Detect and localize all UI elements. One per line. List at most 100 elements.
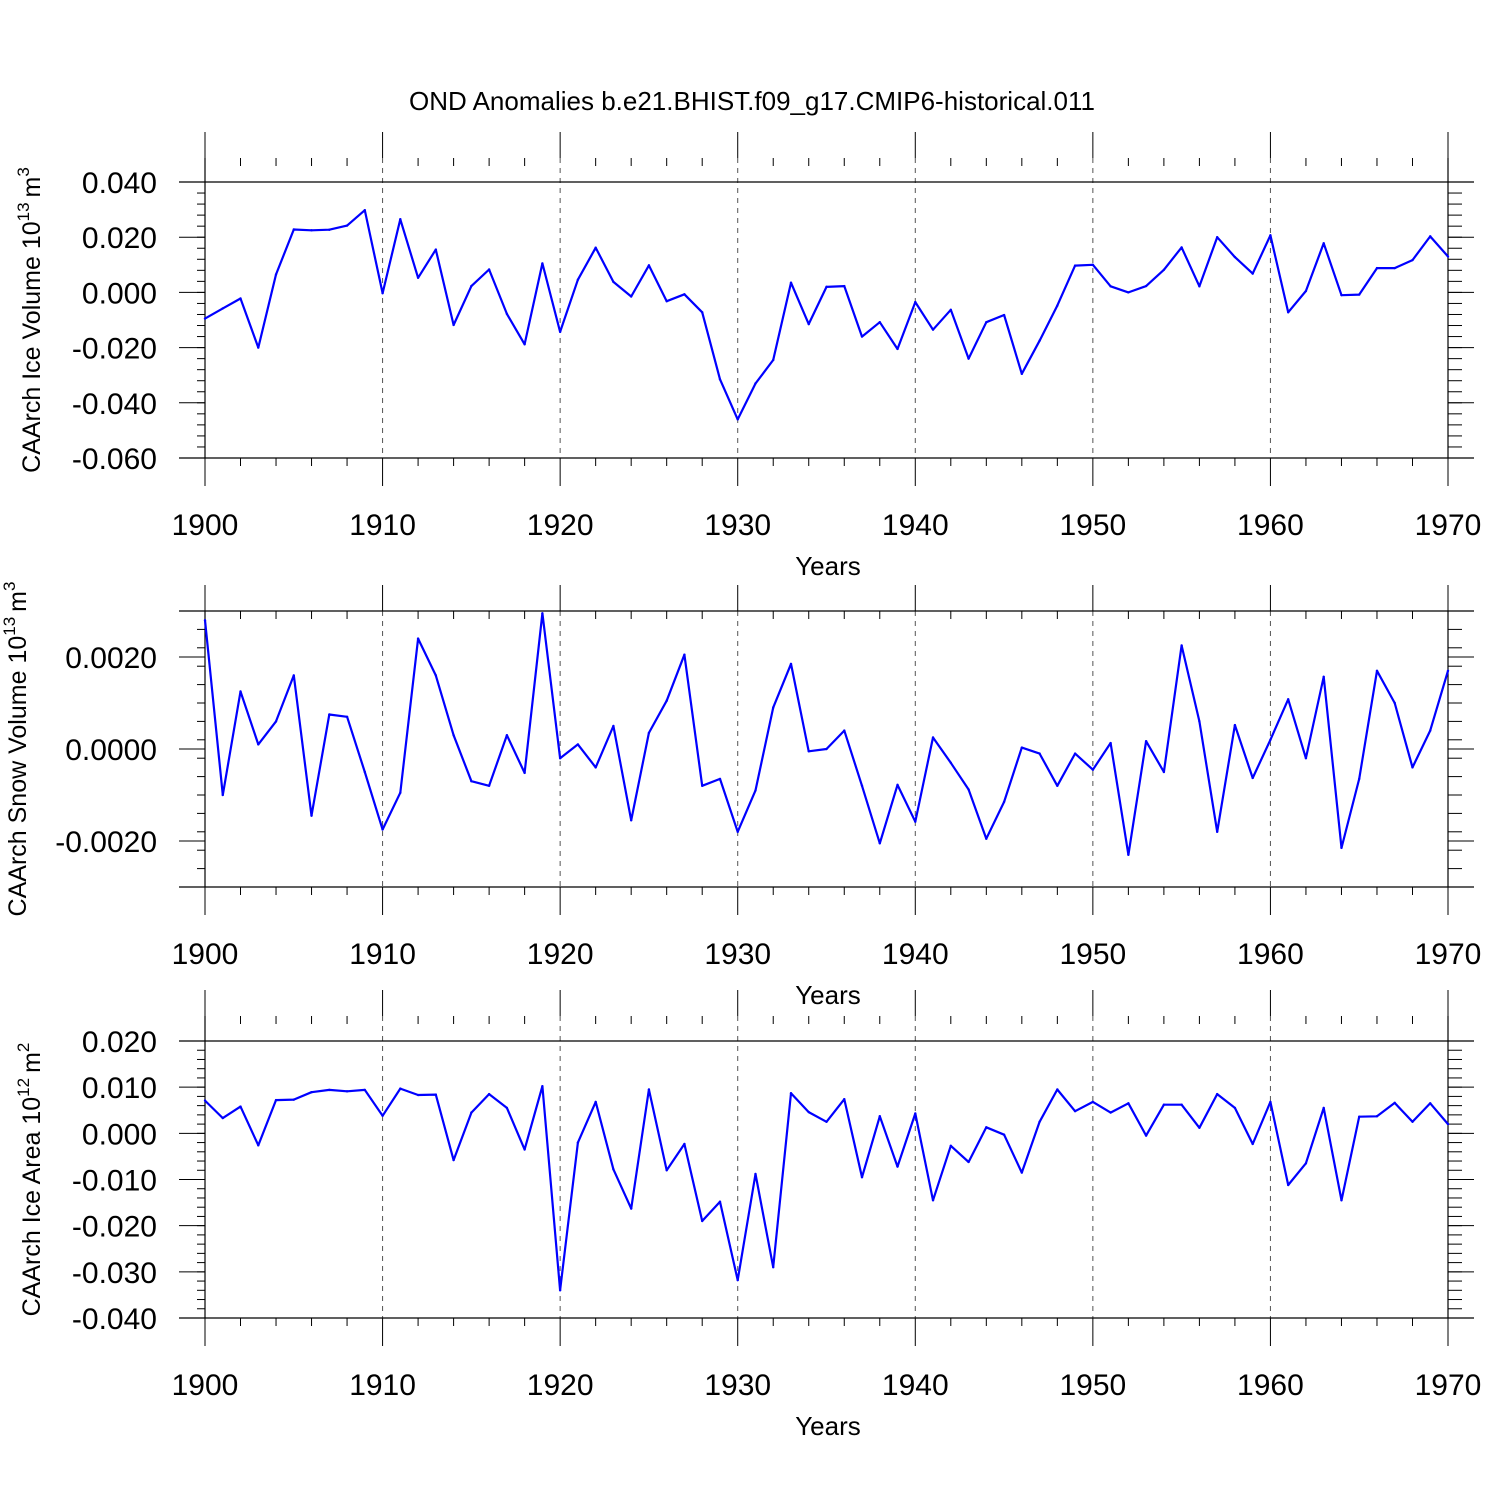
data-point [914,1112,917,1115]
data-point [1446,1122,1450,1126]
data-point [1340,846,1343,850]
data-point [718,1200,722,1203]
data-point [452,323,455,327]
data-point [328,713,331,716]
data-point [1038,1120,1041,1123]
data-point [381,1114,384,1117]
x-tick-label: 1940 [882,509,949,542]
data-point [292,1098,295,1101]
x-tick-label: 1970 [1415,509,1482,542]
x-tick-label: 1910 [349,509,416,542]
data-point [1091,768,1095,771]
x-tick-label: 1900 [172,938,239,971]
data-point [416,1093,420,1097]
y-tick-label: 0.0000 [65,734,157,767]
data-point [1002,313,1006,317]
panel-1: 0.040 0.020 0.000 -0.020 -0.040 -0.060 1900 191… [14,132,1481,581]
data-point [594,246,597,249]
data-point [381,292,384,295]
data-point [718,378,722,381]
data-point [523,343,526,346]
y-axis-title-unit: m [18,177,46,198]
data-point [487,268,491,271]
x-tick-label: 1930 [704,1369,771,1402]
y-axis-title: CAArch Snow Volume 1013 m3 [0,582,32,917]
data-point [985,321,988,324]
data-point [736,1278,739,1282]
data-point [1073,1109,1077,1113]
data-point [931,1199,935,1202]
data-point [399,218,402,221]
x-tick-label: 1930 [704,509,771,542]
data-point [1429,729,1432,732]
data-point [1251,776,1254,780]
data-point [612,1168,615,1171]
y-axis-title-exponent: 13 [14,202,33,221]
y-axis-title-unit: m [4,591,32,612]
data-point [1109,285,1112,288]
data-point [914,820,917,823]
data-point [239,297,242,300]
data-point [257,743,260,746]
data-point [541,612,544,615]
data-point [1162,268,1166,271]
data-point [896,783,899,787]
data-point [1269,738,1272,741]
data-point [1056,1088,1059,1091]
data-point [434,248,438,251]
data-point [1162,770,1166,774]
data-point [665,699,668,702]
panel-2: 0.0020 0.0000 -0.0020 1900 1910 1920 1930 1940 1… [0,582,1481,1010]
data-point [754,789,757,792]
data-point [629,1207,633,1210]
data-point [1411,258,1414,262]
data-point [1180,246,1183,249]
data-point [647,1088,651,1091]
data-point [470,1111,473,1114]
data-point [1286,311,1290,314]
data-point [1393,701,1396,705]
data-point [558,1289,562,1292]
data-point [789,662,793,666]
x-tick-label: 1960 [1237,509,1304,542]
data-point [470,284,473,288]
data-point [772,358,775,362]
data-point [843,1097,846,1101]
data-point [416,637,420,640]
data-point [931,328,935,331]
data-point [1038,752,1041,755]
data-point [1304,757,1308,760]
data-point [843,729,846,732]
data-point [683,293,686,296]
x-tick-label: 1950 [1059,1369,1126,1402]
data-point [1180,644,1183,647]
series-line [204,209,1449,421]
data-point [328,1088,331,1092]
data-point [1002,1133,1006,1136]
data-point [470,780,473,783]
data-point [257,346,260,349]
data-point [1393,1101,1396,1105]
data-point [452,734,455,737]
data-point [825,1120,828,1123]
y-axis-title-unit-exponent: 3 [0,582,19,591]
x-tick-label: 1900 [172,1369,239,1402]
data-point [1233,723,1237,727]
x-tick-label: 1950 [1059,509,1126,542]
y-axis-title-text: CAArch Snow Volume 10 [4,636,32,917]
data-point [576,1141,580,1144]
data-point [896,347,899,351]
data-point [594,766,597,769]
data-point [1109,741,1112,745]
data-point [505,734,509,737]
y-axis-title-exponent: 12 [14,1078,33,1097]
y-axis-title-unit-exponent: 2 [14,1043,33,1052]
y-tick-label: -0.040 [72,388,157,421]
data-point [985,1126,988,1129]
data-point [754,382,757,385]
data-point [1251,272,1254,275]
x-tick-label: 1930 [704,938,771,971]
data-point [949,1144,952,1147]
x-tick-label: 1960 [1237,1369,1304,1402]
x-tick-label: 1940 [882,1369,949,1402]
